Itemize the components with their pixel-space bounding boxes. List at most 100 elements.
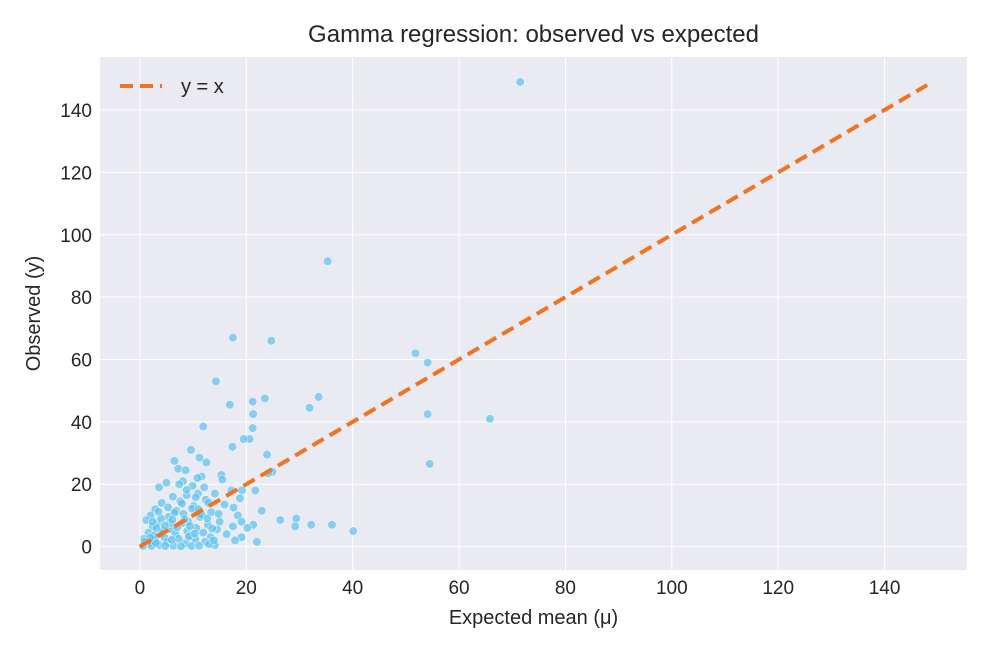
grid-lines	[100, 57, 967, 570]
data-point	[198, 527, 208, 538]
y-tick-label: 140	[60, 101, 92, 122]
data-point	[228, 503, 239, 513]
x-tick-label: 100	[656, 578, 688, 599]
data-point	[217, 474, 227, 485]
data-point	[154, 482, 164, 492]
data-point	[515, 77, 525, 87]
data-point	[215, 517, 225, 527]
data-point	[168, 492, 178, 502]
data-point	[227, 442, 238, 452]
data-point	[194, 453, 205, 463]
y-axis-label: Observed (y)	[23, 256, 45, 372]
x-tick-label: 140	[869, 578, 901, 599]
legend-label-y-equals-x: y = x	[181, 76, 224, 98]
data-point	[192, 473, 202, 483]
data-point	[163, 502, 173, 512]
y-tick-label: 0	[81, 538, 92, 559]
reference-line-y-equals-x	[138, 83, 929, 549]
x-tick-labels: 0 20 40 60 80 100 120 140	[135, 578, 901, 599]
data-point	[410, 348, 421, 358]
data-point	[201, 457, 211, 468]
data-point	[153, 507, 164, 517]
data-point	[173, 464, 183, 474]
data-point	[167, 515, 177, 525]
data-point	[239, 434, 249, 444]
data-point	[190, 528, 200, 539]
data-point	[160, 520, 170, 531]
data-point	[169, 456, 180, 466]
data-point	[230, 535, 240, 545]
x-tick-label: 80	[555, 578, 576, 599]
data-point	[348, 526, 358, 536]
data-point	[423, 358, 433, 368]
x-tick-label: 20	[236, 578, 257, 599]
data-point	[248, 409, 258, 419]
data-point	[248, 396, 258, 407]
data-point	[214, 509, 224, 519]
data-point	[262, 450, 272, 460]
x-tick-label: 0	[135, 578, 146, 599]
data-point	[176, 541, 186, 551]
data-point	[290, 521, 300, 531]
data-point	[194, 541, 204, 551]
data-point	[235, 493, 245, 503]
data-point	[167, 535, 177, 545]
data-point	[260, 393, 270, 404]
y-tick-label: 100	[60, 226, 92, 247]
data-point	[221, 529, 232, 539]
data-point	[423, 409, 433, 419]
data-point	[291, 513, 301, 524]
data-point	[182, 485, 192, 495]
data-point	[219, 499, 230, 510]
data-point	[185, 521, 195, 531]
y-tick-label: 60	[71, 350, 92, 371]
data-point	[257, 506, 267, 516]
data-point	[177, 498, 187, 509]
data-point	[242, 523, 252, 533]
data-point	[248, 423, 258, 433]
data-point	[225, 400, 235, 410]
data-point	[186, 445, 196, 455]
y-tick-label: 80	[71, 288, 92, 309]
data-point	[160, 541, 171, 551]
data-point	[211, 376, 221, 386]
data-point	[275, 515, 285, 525]
data-point	[266, 336, 276, 346]
data-point	[425, 459, 435, 469]
data-point	[148, 517, 158, 527]
data-point	[314, 392, 324, 402]
x-axis-label: Expected mean (μ)	[449, 607, 618, 629]
data-point	[250, 485, 260, 496]
data-point	[228, 333, 238, 343]
y-tick-labels: 0 20 40 60 80 100 120 140	[60, 101, 92, 559]
y-tick-label: 120	[60, 163, 92, 184]
data-point	[228, 521, 238, 531]
data-point	[210, 488, 220, 499]
data-point	[207, 523, 217, 534]
data-point	[174, 479, 184, 489]
reference-line-group	[138, 83, 929, 549]
legend: y = x	[120, 76, 224, 98]
data-point	[327, 520, 337, 530]
chart-title: Gamma regression: observed vs expected	[308, 21, 759, 48]
data-point	[209, 535, 219, 545]
data-point	[161, 478, 172, 488]
data-point	[198, 421, 208, 432]
data-point	[306, 520, 316, 530]
y-tick-label: 20	[71, 475, 92, 496]
x-tick-label: 60	[448, 578, 469, 599]
data-point	[304, 403, 315, 413]
data-point	[157, 498, 167, 508]
y-tick-label: 40	[71, 413, 92, 434]
data-point	[252, 537, 262, 547]
data-point	[199, 482, 209, 492]
data-point	[237, 485, 247, 496]
x-tick-label: 120	[762, 578, 794, 599]
data-point	[323, 256, 333, 266]
data-point	[191, 492, 201, 502]
x-tick-label: 40	[342, 578, 363, 599]
data-point	[485, 414, 495, 424]
data-point	[202, 513, 213, 524]
